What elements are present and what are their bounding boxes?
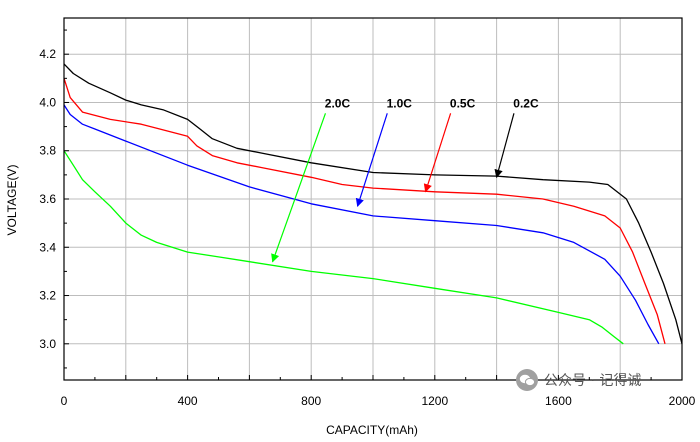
axis-ticks [63,29,683,380]
x-axis-title: CAPACITY(mAh) [326,423,418,437]
series-label-0.2C: 0.2C [513,96,539,110]
x-tick-label: 1600 [545,394,572,408]
y-tick-label: 4.2 [39,47,56,61]
grid [64,18,682,380]
y-tick-label: 3.4 [39,240,56,254]
series-arrow-0.5C [423,113,452,193]
y-tick-label: 4.0 [39,95,56,109]
x-tick-label: 400 [178,394,198,408]
x-tick-label: 0 [61,394,68,408]
series-curves [63,63,683,345]
x-tick-label: 1200 [421,394,448,408]
series-line-2.0C [63,150,624,345]
watermark: 公众号 · 记得诚 [516,369,641,391]
series-labels: 0.2C 0.5C 1.0C 2.0C [325,96,539,110]
y-tick-labels: 3.0 3.2 3.4 3.6 3.8 4.0 4.2 [39,47,56,351]
x-tick-label: 2000 [669,394,696,408]
x-tick-labels: 0 400 800 1200 1600 2000 [61,394,696,408]
y-tick-label: 3.0 [39,337,56,351]
series-arrow-1.0C [355,113,388,208]
series-line-1.0C [63,104,660,345]
series-line-0.2C [63,63,683,344]
series-arrow-0.2C [494,113,515,179]
series-label-0.5C: 0.5C [450,96,476,110]
y-tick-label: 3.8 [39,144,56,158]
watermark-text: 公众号 · 记得诚 [544,372,641,389]
y-axis-title: VOLTAGE(V) [5,165,19,236]
y-tick-label: 3.2 [39,289,56,303]
series-line-0.5C [63,78,666,344]
series-label-1.0C: 1.0C [387,96,413,110]
y-tick-label: 3.6 [39,192,56,206]
series-arrow-2.0C [271,113,327,263]
x-tick-label: 800 [301,394,321,408]
series-label-2.0C: 2.0C [325,96,351,110]
series-arrows [271,113,515,263]
wechat-icon [516,369,538,391]
